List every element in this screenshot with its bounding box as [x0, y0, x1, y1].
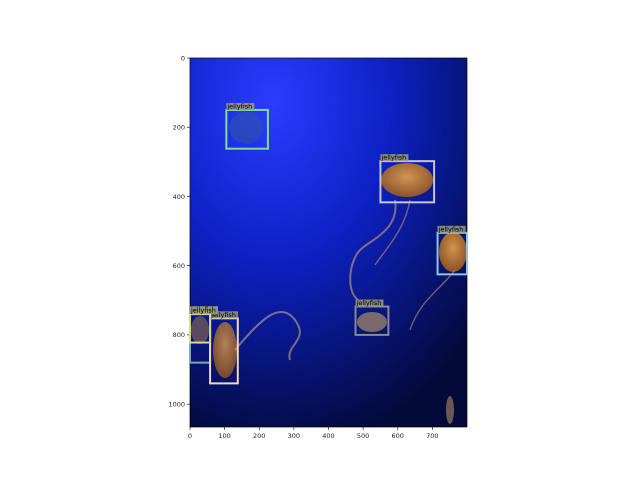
label-background [210, 311, 239, 319]
y-tick-label: 800 [173, 331, 185, 339]
detection-label: jellyfish [210, 311, 236, 319]
x-tick-label: 500 [357, 432, 369, 440]
detection-label: jellyfish [356, 299, 382, 307]
y-tick-label: 600 [173, 262, 185, 270]
detection-label: jellyfish [438, 225, 464, 233]
label-background [437, 225, 466, 233]
jellyfish-photo-content [191, 112, 467, 424]
detection-box: jellyfish [436, 225, 469, 276]
x-tick-label: 300 [288, 432, 300, 440]
label-background [355, 299, 384, 307]
x-tick-label: 700 [426, 432, 438, 440]
detection-box: jellyfish [189, 307, 218, 344]
label-background [226, 102, 255, 110]
x-tick-label: 400 [322, 432, 334, 440]
x-tick-label: 200 [253, 432, 265, 440]
detection-box: jellyfish [354, 299, 390, 336]
detection-label: jellyfish [190, 307, 216, 315]
y-tick-label: 200 [173, 124, 185, 132]
x-tick-label: 600 [392, 432, 404, 440]
detection-boxes: jellyfishjellyfishjellyfishjellyfishjell… [189, 102, 469, 385]
y-tick-label: 1000 [168, 400, 185, 408]
label-background [380, 154, 409, 162]
detection-box: jellyfish [209, 311, 239, 385]
label-background [190, 307, 218, 315]
detection-label: jellyfish [226, 102, 252, 110]
x-tick-label: 100 [218, 432, 230, 440]
y-tick-label: 400 [173, 193, 185, 201]
detection-box: jellyfish [379, 154, 436, 204]
y-tick-label: 0 [181, 54, 185, 62]
axes: 0 100 200 300 400 500 600 700 0 200 400 600 800 1000 [168, 54, 438, 440]
x-tick-label: 0 [188, 432, 192, 440]
detection-label: jellyfish [380, 154, 406, 162]
detection-box: jellyfish [225, 102, 269, 150]
